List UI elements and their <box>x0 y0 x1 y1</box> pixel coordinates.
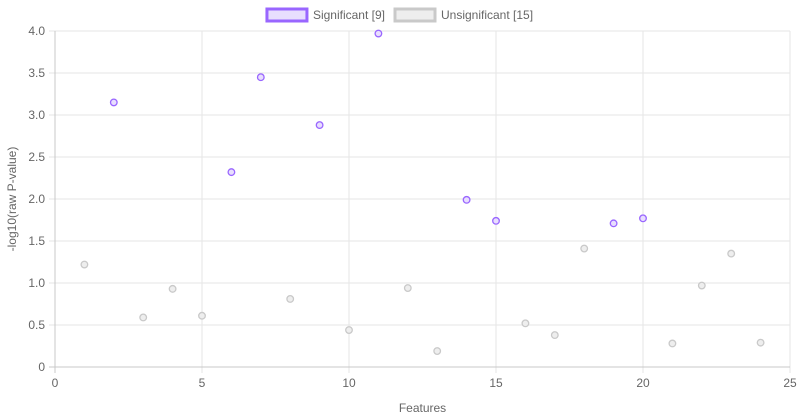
data-point <box>109 98 118 107</box>
y-tick-label: 3.5 <box>28 66 45 80</box>
y-tick-label: 2.0 <box>28 192 45 206</box>
legend-label: Unsignificant [15] <box>441 8 533 22</box>
data-point <box>345 326 353 334</box>
y-tick-label: 1.5 <box>28 234 45 248</box>
y-axis-title: -log10(raw P-value) <box>5 147 19 252</box>
data-point <box>80 260 89 269</box>
data-point <box>227 168 236 177</box>
data-point <box>756 338 765 347</box>
grid-lines <box>49 30 791 373</box>
legend-item[interactable]: Significant [9] <box>265 7 385 23</box>
data-point <box>697 281 706 290</box>
x-tick-label: 5 <box>199 376 206 390</box>
data-point <box>462 195 471 204</box>
data-point <box>286 295 295 303</box>
data-point <box>609 219 618 228</box>
data-point <box>492 216 500 225</box>
y-tick-label: 4.0 <box>28 24 45 38</box>
y-tick-label: 1.0 <box>28 276 45 290</box>
legend[interactable]: Significant [9] Unsignificant [15] <box>265 7 533 23</box>
data-point <box>198 311 206 320</box>
data-points <box>80 29 765 355</box>
legend-label: Significant [9] <box>313 8 385 22</box>
axes <box>54 31 790 368</box>
data-point <box>639 214 647 223</box>
legend-swatch <box>393 7 437 23</box>
data-point <box>727 249 736 258</box>
y-tick-label: 3.0 <box>28 108 45 122</box>
y-tick-label: 0 <box>38 360 45 374</box>
data-point <box>374 29 383 38</box>
data-point <box>668 339 677 348</box>
tick-labels: 0 0.5 1.0 1.5 2.0 2.5 3.0 3.5 4.0 0 5 10 15 20 25 <box>28 24 797 390</box>
data-point <box>550 331 559 340</box>
x-tick-label: 25 <box>783 376 797 390</box>
data-point <box>168 284 177 293</box>
data-point <box>433 347 442 355</box>
y-tick-label: 0.5 <box>28 318 45 332</box>
legend-swatch <box>265 7 309 23</box>
x-tick-label: 15 <box>489 376 503 390</box>
x-tick-label: 0 <box>52 376 59 390</box>
x-axis-title: Features <box>399 401 446 415</box>
legend-item[interactable]: Unsignificant [15] <box>393 7 533 23</box>
data-point <box>315 121 324 130</box>
y-tick-label: 2.5 <box>28 150 45 164</box>
data-point <box>580 244 589 253</box>
x-tick-label: 20 <box>636 376 650 390</box>
data-point <box>403 284 412 292</box>
data-point <box>256 73 265 82</box>
data-point <box>521 319 530 328</box>
data-point <box>139 313 148 322</box>
x-tick-label: 10 <box>342 376 356 390</box>
